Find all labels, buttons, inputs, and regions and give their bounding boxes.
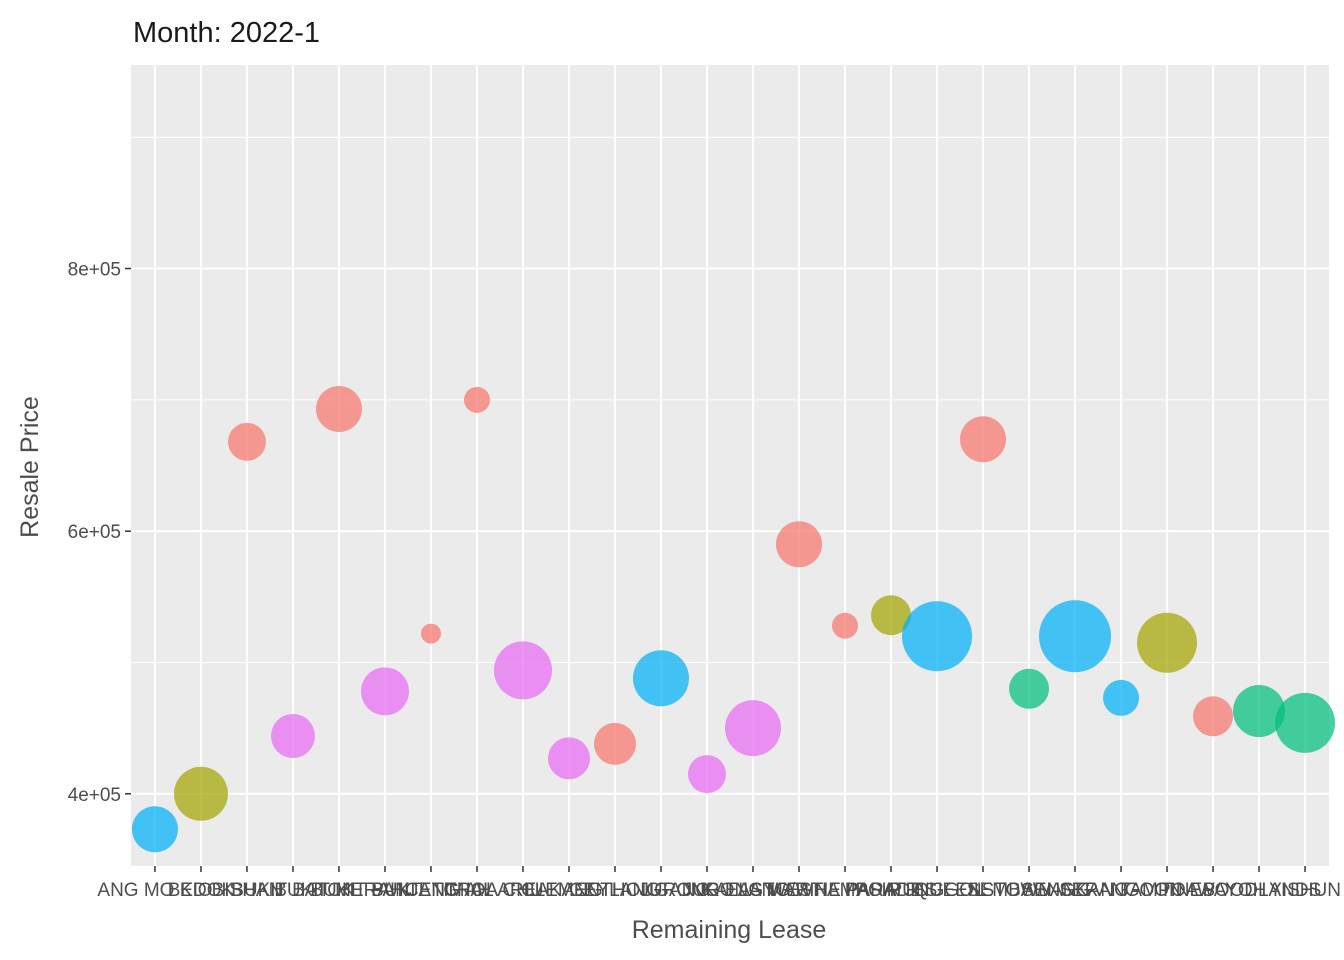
x-tick-label: KALLANG/WHAMPOA [702,880,896,901]
data-point [1009,668,1050,709]
data-point [902,601,973,672]
data-point [270,714,315,759]
y-tick-label: 4e+05 [68,785,121,806]
x-tick-label: SERANGOON [1059,880,1183,901]
data-point [173,766,228,821]
y-axis: 4e+05 6e+05 8e+05 [68,260,131,806]
x-tick-label: GEYLANG [569,880,661,901]
data-point [960,416,1007,463]
data-point [687,755,726,794]
x-tick-label: PASIR RIS [845,880,938,901]
x-tick-label: BUKIT BATOK [231,880,355,901]
data-point [547,737,590,780]
x-tick-label: BEDOK [168,880,235,901]
x-tick-label: BUKIT PANJANG [310,880,459,901]
data-point [1137,612,1198,673]
x-axis-title: Remaining Lease [632,916,827,944]
x-tick-label: QUEENSTOWN [914,880,1052,901]
data-point [131,806,178,853]
x-tick-label: TAMPINES [1119,880,1215,901]
data-point [227,422,266,461]
x-tick-label: CENTRAL AREA [405,880,549,901]
x-tick-label: ANG MO KIO [97,880,212,901]
x-tick-label: BUKIT TIMAH [371,880,491,901]
x-tick-label: CHOA CHU KANG [443,880,602,901]
data-point [463,386,490,413]
data-point [725,700,782,757]
x-tick-label: BISHAN [212,880,283,901]
points-layer [131,386,1336,853]
chart-title: Month: 2022-1 [133,17,320,49]
x-tick-label: SENGKANG [1021,880,1129,901]
x-tick-label: JURONG EAST [639,880,775,901]
data-point [871,595,912,636]
data-point [776,521,823,568]
x-tick-label: BUKIT MERAH [274,880,404,901]
data-point [1193,696,1234,737]
data-point [493,641,552,700]
data-point [1233,685,1286,738]
x-tick-label: YISHUN [1269,880,1341,901]
data-point [360,667,409,716]
x-tick-label: TOA PAYOH [1160,880,1267,901]
x-tick-label: CLEMENTI [521,880,617,901]
y-tick-label: 8e+05 [68,260,121,281]
x-tick-label: JURONG WEST [683,880,824,901]
x-tick-label: PUNGGOL [889,880,984,901]
data-point [832,612,859,639]
y-axis-title: Resale Price [16,396,44,538]
data-point [420,623,441,644]
x-tick-label: MARINE PARADE [767,880,923,901]
x-tick-label: WOODLANDS [1197,880,1322,901]
x-tick-label: SEMBAWANG [967,880,1091,901]
y-tick-label: 6e+05 [68,522,121,543]
data-point [315,386,362,433]
data-point [1103,679,1140,716]
data-point [593,722,636,765]
data-point [632,650,689,707]
data-point [1275,692,1336,753]
data-point [1039,600,1112,673]
x-tick-label: HOUGANG [612,880,710,901]
